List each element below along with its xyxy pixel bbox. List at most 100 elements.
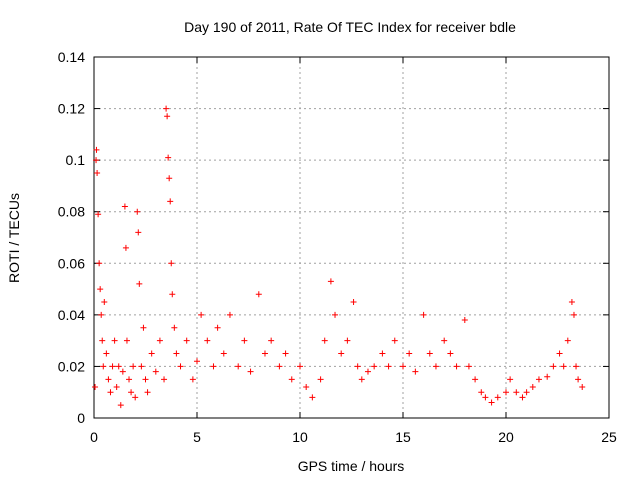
data-point [519, 394, 526, 401]
data-point [136, 280, 143, 287]
data-point [183, 337, 190, 344]
y-tick-label: 0.02 [58, 358, 85, 374]
data-point [235, 363, 242, 370]
y-tick-label: 0.06 [58, 255, 85, 271]
gridlines [93, 56, 610, 419]
data-point [241, 337, 248, 344]
data-point [570, 311, 577, 318]
data-point [105, 376, 112, 383]
y-tick-label: 0 [77, 410, 85, 426]
data-point [198, 311, 205, 318]
data-point [194, 358, 200, 365]
data-point [164, 113, 171, 120]
data-point [503, 389, 509, 396]
data-point [121, 203, 128, 210]
data-point [134, 208, 141, 215]
data-point [426, 350, 433, 357]
data-point [507, 376, 514, 383]
data-point [226, 311, 233, 318]
data-point [494, 394, 501, 401]
data-point [214, 324, 221, 331]
data-point [117, 402, 124, 409]
data-point [93, 157, 100, 164]
data-point [482, 394, 489, 401]
x-tick-label: 0 [90, 429, 98, 445]
x-axis-label: GPS time / hours [298, 458, 405, 474]
data-point [165, 154, 172, 161]
data-point [135, 229, 142, 236]
y-tick-label: 0.08 [58, 204, 85, 220]
data-point [303, 384, 310, 391]
y-tick-label: 0.14 [58, 49, 85, 65]
data-point [247, 368, 254, 375]
data-point [564, 337, 571, 344]
data-point [332, 311, 339, 318]
data-point [177, 363, 184, 370]
data-point [441, 337, 448, 344]
data-point [98, 311, 105, 318]
plot-area [93, 56, 610, 419]
data-point [168, 260, 175, 267]
data-point [544, 373, 551, 380]
data-point [535, 376, 542, 383]
data-point [472, 376, 479, 383]
data-point [119, 368, 126, 375]
data-point [568, 298, 575, 305]
x-tick-label: 20 [498, 429, 514, 445]
y-tick-labels: 0 0.02 0.04 0.06 0.08 0.1 0.12 0.14 [58, 49, 85, 426]
y-tick-label: 0.12 [58, 101, 85, 117]
data-point [148, 350, 155, 357]
y-tick-label: 0.04 [58, 307, 85, 323]
data-point [210, 363, 217, 370]
data-point [96, 260, 103, 267]
data-point [152, 368, 159, 375]
data-point [93, 146, 100, 153]
y-tick-label: 0.1 [66, 152, 86, 168]
data-point [523, 389, 530, 396]
data-point [107, 389, 114, 396]
data-point [354, 363, 361, 370]
data-point [288, 376, 295, 383]
data-point [173, 350, 180, 357]
data-point [276, 363, 283, 370]
data-point [101, 298, 108, 305]
data-point [420, 311, 427, 318]
data-point [166, 175, 173, 182]
data-point [126, 376, 133, 383]
data-point [122, 244, 129, 251]
data-point [132, 394, 139, 401]
data-point [113, 384, 120, 391]
data-point [385, 363, 392, 370]
data-point [488, 399, 495, 406]
data-point [400, 363, 406, 370]
data-point [161, 376, 168, 383]
data-point [95, 211, 102, 218]
data-point [309, 394, 316, 401]
data-point [556, 350, 563, 357]
data-point [364, 368, 371, 375]
x-tick-label: 10 [292, 429, 308, 445]
data-point [406, 350, 413, 357]
data-point [142, 376, 149, 383]
data-point [575, 376, 582, 383]
data-point [111, 337, 118, 344]
x-tick-labels: 0 5 10 15 20 25 [90, 429, 617, 445]
chart-title: Day 190 of 2011, Rate Of TEC Index for r… [184, 19, 516, 35]
data-point [529, 384, 536, 391]
data-point [97, 286, 104, 293]
data-point [478, 389, 485, 396]
data-point [128, 389, 135, 396]
data-point [99, 337, 106, 344]
data-point [297, 363, 303, 370]
data-point [344, 337, 351, 344]
data-point [94, 170, 101, 177]
data-point [255, 291, 262, 298]
data-point [358, 376, 365, 383]
data-point [412, 368, 419, 375]
data-point [115, 363, 122, 370]
data-points [92, 105, 586, 409]
data-point [282, 350, 289, 357]
data-point [100, 363, 107, 370]
data-point [171, 324, 178, 331]
